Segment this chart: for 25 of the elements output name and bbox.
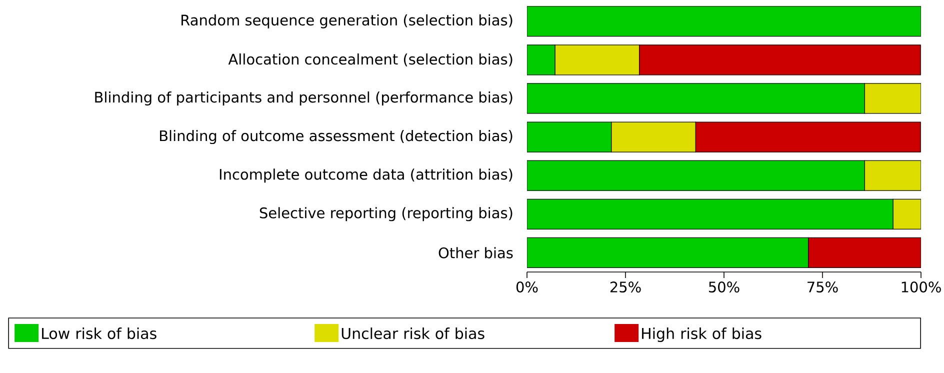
bar [526,237,809,268]
legend-label: Unclear risk of bias [342,328,484,340]
y-tick-label: Selective reporting (reporting bias) [260,207,512,222]
bar [808,237,921,268]
legend-label: Low risk of bias [42,328,156,340]
x-tick-label: 25% [610,282,641,293]
y-tick-label: Other bias [438,247,513,258]
y-tick-label: Incomplete outcome data (attrition bias) [220,168,512,183]
y-tick-label: Blinding of outcome assessment (detection bias) [160,130,512,144]
bar [638,44,921,76]
bar [526,160,865,191]
bar [526,83,865,114]
bar [526,44,556,76]
x-tick-label: 75% [808,282,838,293]
bar [526,198,894,230]
x-tick-label: 0% [516,282,538,293]
bar [526,6,921,37]
x-tick-label: 100% [902,282,941,293]
y-tick-label: Allocation concealment (selection bias) [228,53,512,66]
bar [695,122,921,152]
bar [526,122,612,152]
x-tick-label: 50% [708,282,740,293]
y-tick-label: Random sequence generation (selection bias) [182,14,512,28]
y-tick-label: Blinding of participants and personnel (performance bias) [95,91,512,106]
legend-label: High risk of bias [642,328,762,342]
